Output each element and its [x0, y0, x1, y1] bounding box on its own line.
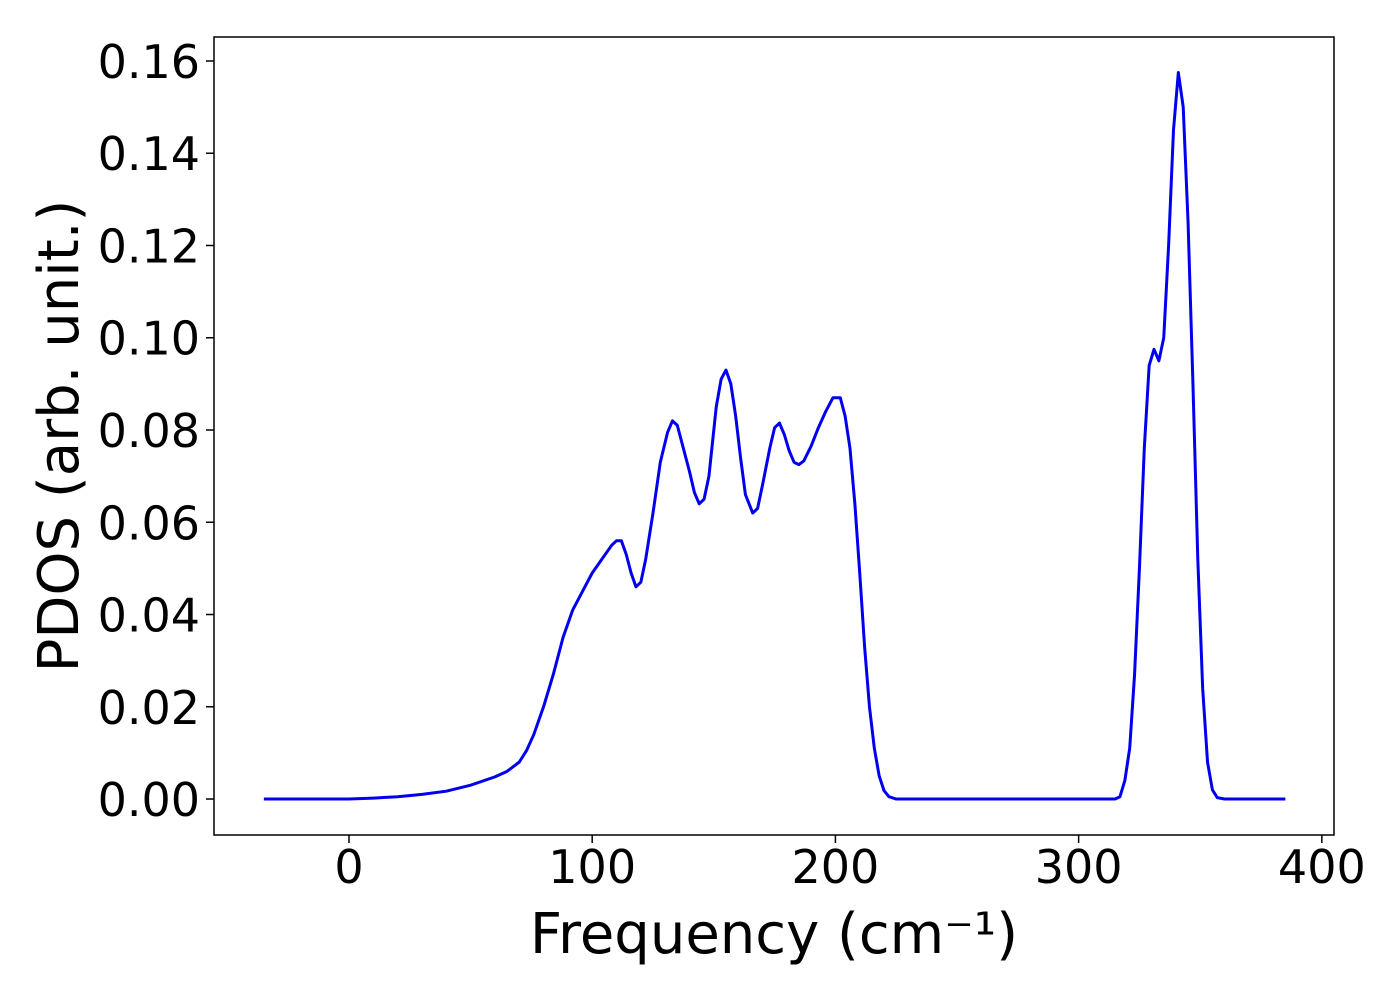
y-tick-label: 0.02: [98, 681, 200, 735]
y-tick-label: 0.14: [98, 127, 200, 181]
y-tick-label: 0.04: [98, 589, 200, 643]
plot-frame: [213, 36, 1335, 836]
y-tick-label: 0.00: [98, 773, 200, 827]
x-tick-label: 200: [792, 840, 880, 894]
y-tick-label: 0.16: [98, 35, 200, 89]
y-axis-label: PDOS (arb. unit.): [27, 200, 92, 673]
y-tick-label: 0.06: [98, 496, 200, 550]
y-tick-label: 0.12: [98, 219, 200, 273]
y-tick-label: 0.08: [98, 404, 200, 458]
x-axis-label: Frequency (cm⁻¹): [530, 902, 1018, 967]
x-tick-label: 0: [334, 840, 363, 894]
y-tick-label: 0.10: [98, 312, 200, 366]
x-tick-label: 100: [548, 840, 636, 894]
line-series: [263, 71, 1286, 801]
x-tick-label: 400: [1278, 840, 1366, 894]
x-tick-label: 300: [1035, 840, 1123, 894]
